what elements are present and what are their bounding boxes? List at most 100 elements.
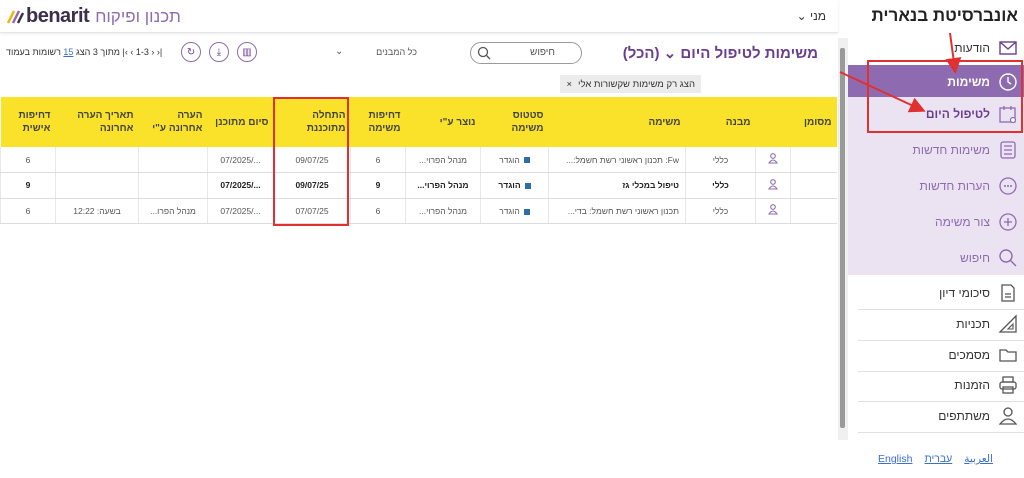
sidebar-item-label: הודעות	[954, 41, 990, 55]
folder-icon	[998, 345, 1018, 365]
sidebar-item-3[interactable]: משימות חדשות	[848, 133, 1024, 167]
column-header[interactable]: הערה אחרונה ע"י	[138, 97, 208, 147]
cell-building: כללי	[685, 198, 756, 224]
refresh-button[interactable]: ↻	[181, 42, 201, 62]
language-links: English עברית العربية	[878, 453, 993, 465]
chat-bubble-icon	[998, 176, 1018, 196]
download-icon: ⤓	[216, 46, 222, 58]
cell-marked	[790, 172, 837, 199]
cell-personal-urgency: 9	[0, 172, 56, 199]
cell-end: .../07/2025	[207, 147, 274, 173]
sidebar-item-8[interactable]: תכניות	[858, 307, 1024, 341]
cell-created-by: מנהל הפרוי...	[405, 172, 481, 199]
cell-last-comment-by	[138, 147, 208, 173]
cell-start: 09/07/25	[273, 147, 351, 173]
column-header[interactable]: דחיפות אישית	[0, 97, 56, 147]
first-page-button[interactable]: |‹	[156, 47, 163, 57]
cell-last-comment-date	[55, 147, 139, 173]
person-icon	[755, 172, 791, 199]
scrollbar-thumb[interactable]	[840, 48, 845, 428]
sidebar-item-label: הערות חדשות	[919, 179, 990, 193]
cell-building: כללי	[685, 147, 756, 173]
clock-icon	[998, 72, 1018, 92]
status-indicator	[524, 183, 531, 189]
plus-circle-icon	[998, 212, 1018, 232]
cell-marked	[790, 198, 837, 224]
column-header[interactable]: תאריך הערה אחרונה	[55, 97, 139, 147]
page-range: 1-3	[135, 47, 149, 57]
calendar-bell-icon	[998, 104, 1018, 124]
last-page-button[interactable]: ›|	[122, 47, 128, 57]
column-header[interactable]: סטטוס משימה	[480, 97, 549, 147]
column-header[interactable]: נוצר ע"י	[405, 97, 481, 147]
top-bar: benarit תכנון ופיקוח מני ⌄	[0, 0, 838, 33]
cell-start: 09/07/25	[273, 172, 351, 199]
export-button[interactable]: ⤓	[209, 42, 229, 62]
column-header[interactable]: סיום מתוכנן	[207, 97, 274, 147]
column-header[interactable]: מסומן	[790, 97, 837, 147]
table-row[interactable]: כללי Fw: תכנון ראשוני רשת חשמל:... הוגדר מנ…	[0, 147, 837, 173]
lang-hebrew[interactable]: עברית	[924, 453, 953, 465]
prev-page-button[interactable]: ‹	[151, 47, 155, 57]
lang-english[interactable]: English	[878, 453, 913, 465]
search-icon	[998, 248, 1018, 268]
cell-status: הוגדר	[480, 172, 549, 199]
column-header[interactable]: מבנה	[685, 97, 756, 147]
user-menu[interactable]: מני ⌄	[797, 9, 826, 23]
chevron-down-icon: ⌄	[796, 9, 807, 23]
sidebar-item-2[interactable]: לטיפול היום	[848, 97, 1024, 131]
triangle-ruler-icon	[998, 313, 1018, 334]
view-selector[interactable]: משימות לטיפול היום ⌄ (הכל)	[623, 44, 818, 62]
sidebar-item-label: לטיפול היום	[925, 107, 990, 121]
document-icon	[998, 283, 1018, 303]
sidebar-scrollbar[interactable]	[838, 38, 848, 440]
sidebar-item-1[interactable]: משימות	[848, 65, 1024, 99]
sidebar-item-10[interactable]: הזמנות	[858, 368, 1024, 402]
filter-chip-label: הצג רק משימות שקשורות אלי	[578, 78, 695, 90]
column-header[interactable]: דחיפות משימה	[350, 97, 406, 147]
sidebar-item-label: משימות חדשות	[912, 143, 990, 157]
sidebar-item-0[interactable]: הודעות	[848, 31, 1024, 65]
envelope-icon	[998, 38, 1018, 58]
table-row[interactable]: כללי תכנון ראשוני רשת חשמל: בדי... הוגדר מנ…	[0, 198, 837, 224]
of-label: מתוך	[100, 47, 120, 57]
sidebar-item-9[interactable]: מסמכים	[858, 338, 1024, 372]
buildings-select-value: כל המבנים	[376, 47, 417, 57]
chevron-down-icon: ⌄	[335, 46, 344, 57]
sidebar-item-6[interactable]: חיפוש	[848, 241, 1024, 275]
table-row[interactable]: כללי טיפול במכלי גז הוגדר מנהל הפרוי... 9 09/…	[0, 172, 837, 199]
buildings-select[interactable]: כל המבנים ⌄	[335, 46, 417, 57]
lang-arabic[interactable]: العربية	[964, 453, 993, 465]
show-label: הצג	[75, 47, 91, 57]
sidebar-item-4[interactable]: הערות חדשות	[848, 169, 1024, 203]
column-header[interactable]: משימה	[548, 97, 686, 147]
status-indicator	[523, 157, 530, 164]
sidebar-item-7[interactable]: סיכומי דיון	[858, 276, 1024, 310]
filter-chip[interactable]: הצג רק משימות שקשורות אלי ×	[560, 75, 701, 93]
column-header[interactable]: התחלה מתוכננת	[273, 97, 351, 147]
tasks-table: מסומן מבנה משימה סטטוס משימה נוצר ע"י דחיפות …	[0, 97, 837, 224]
cell-status: הוגדר	[480, 198, 549, 224]
column-header[interactable]	[755, 97, 791, 147]
cell-last-comment-by	[138, 172, 208, 199]
page-size-link[interactable]: 15	[63, 47, 74, 57]
sidebar-item-11[interactable]: משתתפים	[858, 399, 1024, 433]
sidebar-item-5[interactable]: צור משימה	[848, 205, 1024, 239]
chevron-down-icon: ⌄	[663, 45, 677, 62]
close-icon[interactable]: ×	[566, 78, 573, 90]
toolbar: משימות לטיפול היום ⌄ (הכל) חיפוש כל המבנ…	[0, 36, 838, 70]
cell-task: טיפול במכלי גז	[548, 172, 686, 199]
next-page-button[interactable]: ›	[130, 47, 134, 57]
logo-word: benarit	[26, 5, 90, 27]
status-text: הוגדר	[498, 180, 521, 191]
sidebar-item-label: תכניות	[956, 316, 990, 331]
columns-button[interactable]: ▥	[237, 42, 257, 62]
sidebar-item-label: צור משימה	[934, 215, 990, 229]
cell-last-comment-date	[55, 172, 139, 199]
cell-task: Fw: תכנון ראשוני רשת חשמל:...	[548, 147, 686, 173]
view-scope: (הכל)	[622, 45, 660, 62]
organization-title: אונברסיטת בנארית	[871, 6, 1018, 25]
view-title: משימות לטיפול היום	[680, 45, 818, 62]
cell-created-by: מנהל הפרוי...	[405, 147, 481, 173]
search-input[interactable]: חיפוש	[470, 42, 582, 64]
